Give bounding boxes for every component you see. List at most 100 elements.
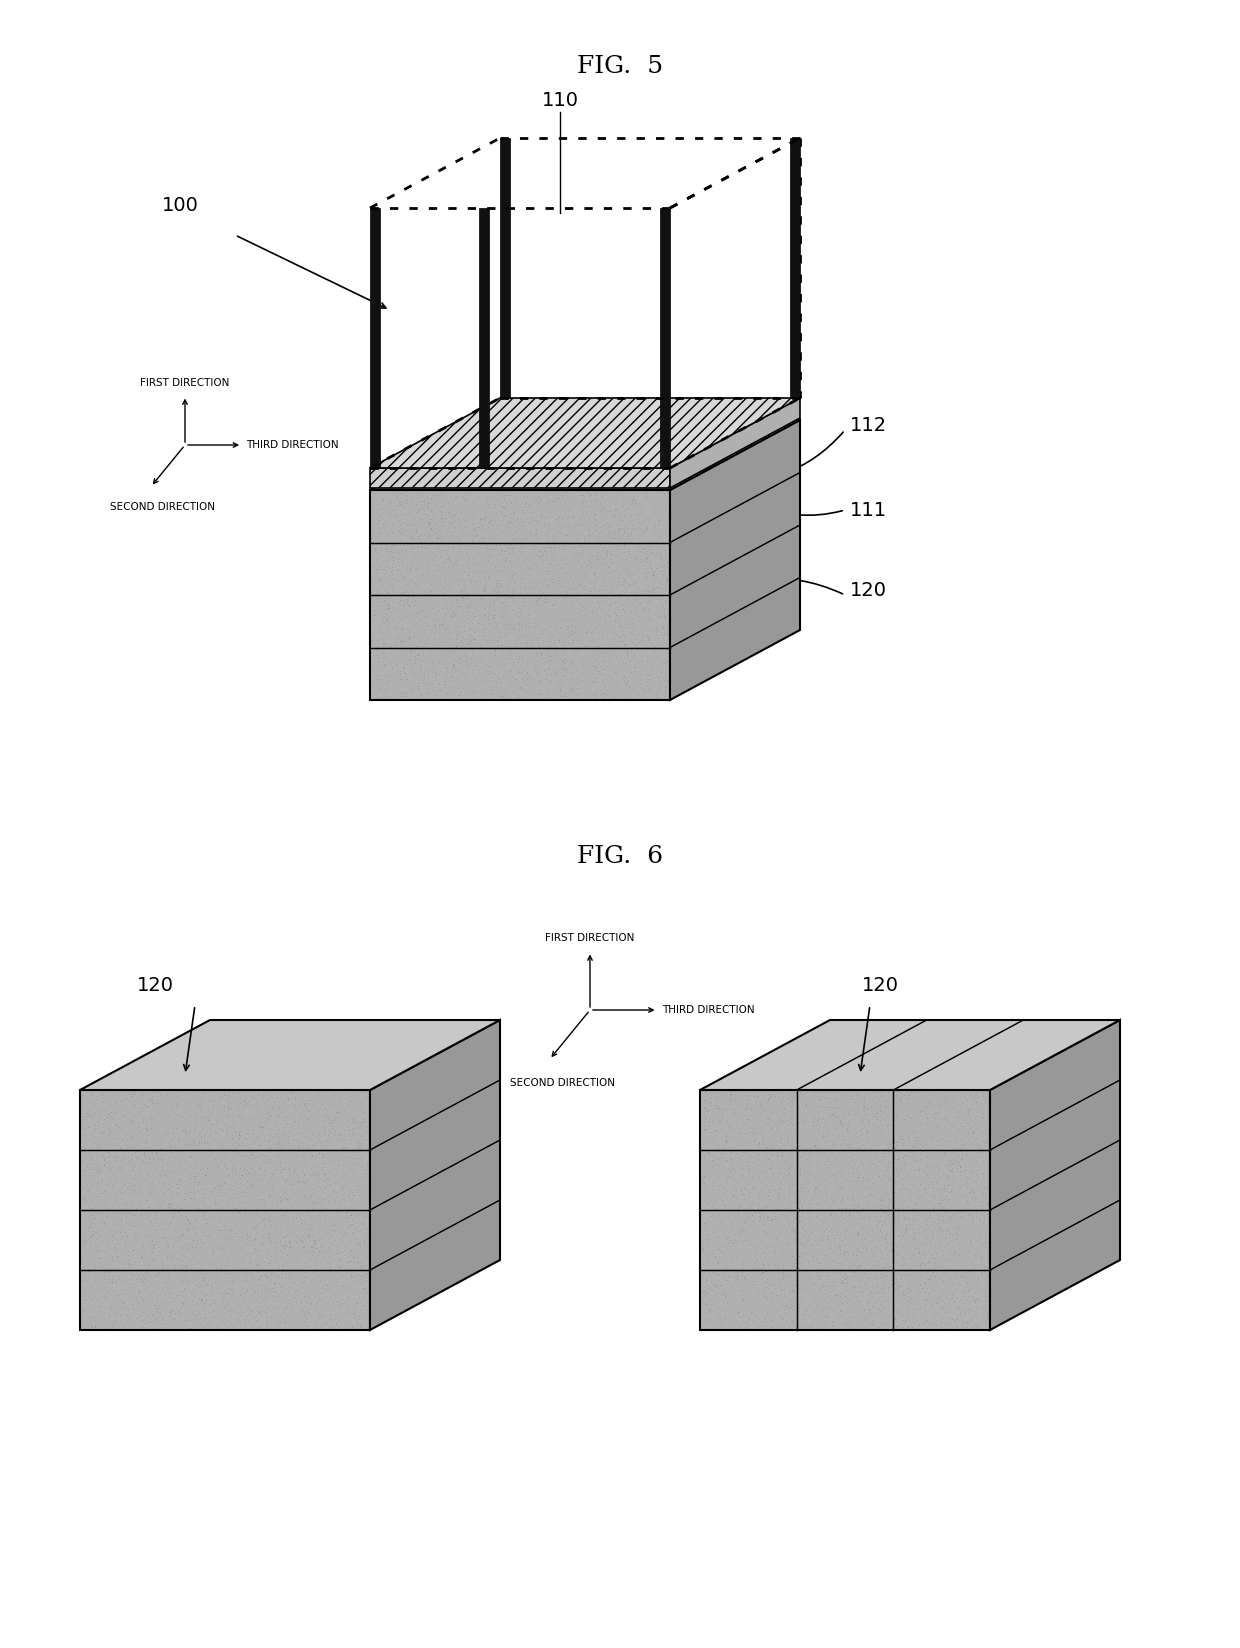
- Point: [223, 1126, 243, 1152]
- Point: [444, 600, 464, 626]
- Point: [945, 1213, 965, 1239]
- Point: [784, 1132, 804, 1159]
- Point: [180, 1193, 200, 1220]
- Point: [976, 1229, 996, 1256]
- Point: [542, 485, 562, 511]
- Point: [288, 1243, 308, 1269]
- Point: [440, 638, 460, 664]
- Point: [719, 1111, 739, 1137]
- Point: [639, 578, 658, 605]
- Point: [228, 1122, 248, 1149]
- Point: [637, 514, 657, 541]
- Point: [724, 1137, 744, 1163]
- Point: [543, 527, 563, 554]
- Point: [475, 504, 495, 531]
- Point: [300, 1183, 320, 1210]
- Point: [883, 1276, 903, 1302]
- Point: [888, 1221, 908, 1248]
- Point: [792, 1195, 812, 1221]
- Point: [141, 1309, 161, 1335]
- Point: [777, 1122, 797, 1149]
- Point: [709, 1152, 729, 1178]
- Point: [794, 1109, 813, 1135]
- Point: [140, 1104, 160, 1131]
- Point: [946, 1256, 966, 1282]
- Point: [587, 480, 606, 506]
- Point: [882, 1238, 901, 1264]
- Point: [590, 542, 610, 569]
- Point: [140, 1145, 160, 1172]
- Point: [973, 1294, 993, 1320]
- Point: [434, 628, 454, 654]
- Point: [830, 1208, 849, 1234]
- Point: [99, 1117, 119, 1144]
- Point: [329, 1081, 348, 1107]
- Point: [357, 1114, 377, 1140]
- Point: [285, 1251, 305, 1277]
- Point: [105, 1144, 125, 1170]
- Point: [962, 1107, 982, 1134]
- Point: [861, 1094, 880, 1121]
- Point: [285, 1279, 305, 1305]
- Point: [596, 676, 616, 702]
- Point: [711, 1313, 730, 1340]
- Point: [593, 570, 613, 597]
- Point: [892, 1246, 911, 1272]
- Point: [913, 1112, 932, 1139]
- Point: [911, 1098, 931, 1124]
- Point: [940, 1285, 960, 1312]
- Point: [952, 1112, 972, 1139]
- Point: [128, 1144, 148, 1170]
- Point: [455, 494, 475, 521]
- Point: [862, 1243, 882, 1269]
- Point: [920, 1312, 940, 1338]
- Point: [728, 1262, 748, 1289]
- Point: [636, 549, 656, 575]
- Point: [180, 1315, 200, 1341]
- Point: [542, 565, 562, 592]
- Point: [811, 1302, 831, 1328]
- Point: [579, 569, 599, 595]
- Point: [578, 503, 598, 529]
- Point: [140, 1147, 160, 1173]
- Point: [770, 1129, 790, 1155]
- Point: [234, 1210, 254, 1236]
- Point: [396, 659, 415, 686]
- Point: [591, 559, 611, 585]
- Point: [939, 1172, 959, 1198]
- Point: [177, 1163, 197, 1190]
- Point: [401, 524, 420, 550]
- Point: [541, 666, 560, 692]
- Point: [832, 1297, 852, 1323]
- Point: [460, 590, 480, 616]
- Point: [559, 602, 579, 628]
- Point: [172, 1103, 192, 1129]
- Point: [869, 1279, 889, 1305]
- Point: [461, 681, 481, 707]
- Point: [805, 1271, 825, 1297]
- Point: [564, 547, 584, 574]
- Point: [609, 633, 629, 659]
- Point: [84, 1154, 104, 1180]
- Point: [418, 513, 438, 539]
- Point: [937, 1107, 957, 1134]
- Point: [862, 1310, 882, 1337]
- Point: [738, 1137, 758, 1163]
- Point: [817, 1266, 837, 1292]
- Point: [847, 1155, 867, 1182]
- Point: [616, 582, 636, 608]
- Point: [171, 1248, 191, 1274]
- Point: [706, 1307, 725, 1333]
- Point: [942, 1305, 962, 1332]
- Point: [910, 1140, 930, 1167]
- Point: [722, 1272, 742, 1299]
- Point: [625, 658, 645, 684]
- Point: [293, 1190, 312, 1216]
- Point: [376, 634, 396, 661]
- Point: [223, 1277, 243, 1304]
- Point: [247, 1093, 267, 1119]
- Point: [401, 667, 420, 694]
- Point: [161, 1248, 181, 1274]
- Point: [476, 615, 496, 641]
- Point: [308, 1121, 327, 1147]
